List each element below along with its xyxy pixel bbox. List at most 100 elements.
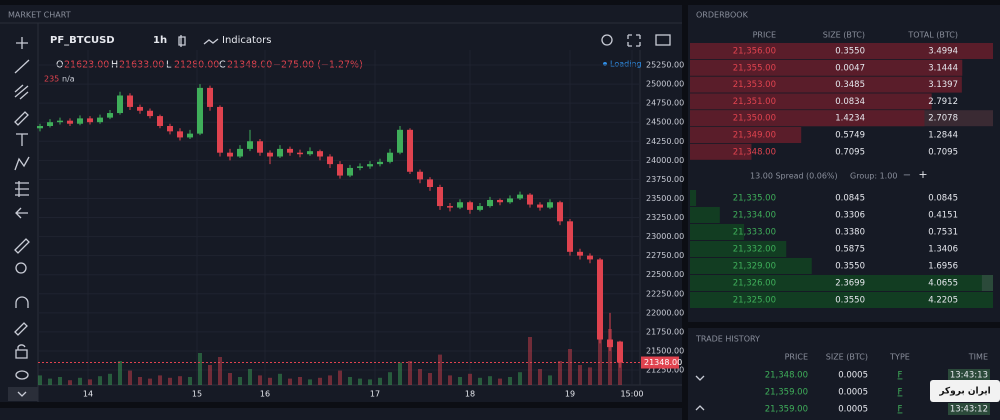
price: 21,356.00 xyxy=(733,47,776,57)
price: 21,350.00 xyxy=(733,114,776,124)
group-minus[interactable]: − xyxy=(903,170,911,181)
settings-icon[interactable] xyxy=(601,34,613,46)
y-tick-label: 22250.00 xyxy=(646,289,684,298)
status: Loading xyxy=(610,60,642,69)
y-tick-label: 21750.00 xyxy=(646,327,684,336)
candle-body xyxy=(297,152,303,155)
volume-bar xyxy=(358,378,362,385)
volume-bar xyxy=(398,362,402,385)
candle-body xyxy=(267,152,273,157)
candle-body xyxy=(237,148,243,157)
volume-bar xyxy=(608,329,612,385)
volume-bar xyxy=(478,377,482,385)
volume-bar xyxy=(288,378,292,385)
candle-body xyxy=(207,87,213,107)
time-box xyxy=(948,403,990,415)
fullscreen-icon[interactable] xyxy=(627,34,641,47)
lower-panel xyxy=(0,408,682,420)
size: 0.0845 xyxy=(835,194,865,204)
pattern-icon[interactable] xyxy=(14,156,30,171)
candle-body xyxy=(227,152,233,157)
collapse-button[interactable] xyxy=(8,387,38,401)
depth-bar xyxy=(690,59,963,76)
candle-body xyxy=(87,118,93,123)
size: 0.3306 xyxy=(835,211,865,221)
candle-body xyxy=(147,110,153,117)
type: F xyxy=(898,388,903,398)
time: 13:43:12 xyxy=(950,405,988,415)
size: 0.0005 xyxy=(838,388,868,398)
x-tick-label: 15 xyxy=(192,390,202,399)
candle-body xyxy=(97,117,103,123)
last-price-label: 21348.00 xyxy=(644,358,682,367)
candle-body xyxy=(187,133,193,138)
y-tick-label: 24250.00 xyxy=(646,137,684,146)
crosshair-icon[interactable] xyxy=(16,37,28,49)
size: 0.5875 xyxy=(835,245,865,255)
measure-icon[interactable] xyxy=(15,181,29,197)
time: 13:43:13 xyxy=(950,371,988,381)
candle-body xyxy=(617,341,623,363)
camera-icon[interactable] xyxy=(655,34,671,46)
y-tick-label: 25000.00 xyxy=(646,80,684,89)
back-icon[interactable] xyxy=(15,207,28,219)
price: 21,329.00 xyxy=(733,262,776,272)
ruler-icon[interactable] xyxy=(14,238,30,254)
total: 1.2844 xyxy=(928,131,958,141)
total: 3.1397 xyxy=(928,80,958,90)
size: 0.3550 xyxy=(835,47,865,57)
text-icon[interactable] xyxy=(16,133,28,146)
lock-icon[interactable] xyxy=(15,344,28,359)
volume-bar xyxy=(368,379,372,385)
candle-body xyxy=(427,179,433,187)
candle-body xyxy=(197,87,203,134)
candle-body xyxy=(457,202,463,208)
total: 1.6956 xyxy=(928,262,958,272)
group: Group: 1.00 xyxy=(850,172,897,181)
candle-body xyxy=(597,259,603,340)
watermark-box xyxy=(930,380,1000,402)
eye-icon[interactable] xyxy=(15,370,29,380)
y-tick-label: 22750.00 xyxy=(646,251,684,260)
x-tick-label: 15:00 xyxy=(620,390,643,399)
volume-bar xyxy=(148,378,152,385)
interval: 1h xyxy=(153,35,167,46)
candle-body xyxy=(347,167,353,176)
volume-bar xyxy=(318,377,322,385)
column-header: TOTAL (BTC) xyxy=(907,31,958,40)
pencil-icon[interactable] xyxy=(14,322,28,336)
type: F xyxy=(898,405,903,415)
candle-body xyxy=(447,206,453,208)
indicators-button[interactable]: Indicators xyxy=(222,35,271,46)
volume-bar xyxy=(208,365,212,385)
brush-icon[interactable] xyxy=(14,111,29,126)
candle-body xyxy=(277,148,283,157)
indicator-icon[interactable] xyxy=(203,38,219,45)
price: 21,335.00 xyxy=(733,194,776,204)
chart-panel xyxy=(0,5,682,402)
spread-pct: (0.06%) xyxy=(806,172,838,181)
volume-bar xyxy=(118,361,122,385)
x-tick-label: 14 xyxy=(83,390,93,399)
group-plus[interactable]: + xyxy=(918,168,927,181)
fib-icon[interactable] xyxy=(14,84,29,100)
volume-bar xyxy=(428,373,432,385)
size: 0.0005 xyxy=(838,371,868,381)
column-header: SIZE (BTC) xyxy=(823,31,865,40)
total: 3.4994 xyxy=(928,47,958,57)
candle-body xyxy=(57,120,63,123)
depth-bar xyxy=(690,43,993,59)
magnet-icon[interactable] xyxy=(15,296,29,308)
total: 0.0845 xyxy=(928,194,958,204)
candle-body xyxy=(437,187,443,207)
volume-bar xyxy=(408,361,412,385)
x-tick-label: 17 xyxy=(370,390,380,399)
price: 21,355.00 xyxy=(733,63,776,73)
zoom-icon[interactable] xyxy=(15,262,27,274)
candle-body xyxy=(37,126,43,129)
line-icon[interactable] xyxy=(14,59,30,74)
column-header: PRICE xyxy=(753,31,776,40)
candle-body xyxy=(257,141,263,153)
candle-type-icon[interactable] xyxy=(178,35,186,47)
total: 0.4151 xyxy=(928,211,958,221)
